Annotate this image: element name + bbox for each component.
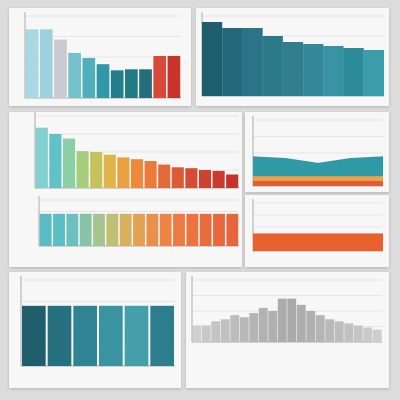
chart-panel-1: [9, 8, 191, 106]
chart3-bar-7: [117, 157, 130, 188]
chart4-bar-1: [39, 213, 52, 246]
chart4-bar-5: [93, 213, 105, 246]
bar-chart-7: [191, 276, 382, 343]
chart4-bar-9: [146, 213, 159, 246]
chart4-bar-4: [79, 213, 92, 246]
chart7-bar-2: [47, 305, 72, 366]
chart1-bar-1: [25, 29, 39, 99]
chart-panel-4: [245, 112, 389, 192]
chart3-bar-8: [130, 159, 144, 188]
chart8-bar-17: [344, 323, 354, 342]
chart4-bar-6: [106, 213, 119, 246]
chart2-bar-9: [363, 50, 384, 96]
chart4-bar-2: [53, 213, 65, 246]
chart4-bar-8: [133, 213, 145, 246]
chart3-bar-13: [198, 170, 212, 188]
chart8-bar-2: [201, 325, 211, 342]
chart2-bar-5: [282, 42, 304, 96]
chart1-bar-10: [153, 55, 167, 98]
chart8-bar-16: [334, 321, 344, 342]
chart1-bar-2: [39, 29, 53, 99]
chart3-bar-9: [144, 161, 157, 188]
chart7-bar-4: [99, 305, 123, 366]
chart3-bar-6: [103, 154, 116, 188]
chart8-bar-18: [353, 325, 363, 342]
chart8-bar-3: [211, 321, 221, 342]
bar-chart-3: [34, 112, 239, 189]
area-chart-1: [252, 116, 383, 187]
chart4-bar-7: [119, 213, 132, 246]
chart4-bar-13: [199, 213, 212, 246]
chart1-bar-6: [96, 64, 110, 98]
chart8-bar-7: [249, 313, 259, 342]
chart3-bar-10: [158, 164, 171, 188]
chart2-bar-4: [262, 36, 283, 96]
chart2-bar-2: [222, 28, 243, 96]
chart7-bar-5: [124, 305, 149, 366]
chart4-bar-12: [186, 213, 199, 246]
chart-panel-6: [9, 272, 181, 388]
chart3-bar-4: [76, 151, 89, 188]
chart1-bar-9: [139, 69, 152, 98]
chart3-bar-12: [185, 168, 198, 188]
chart3-bar-5: [90, 152, 103, 188]
chart8-bar-20: [372, 329, 382, 342]
chart2-bar-7: [323, 46, 344, 96]
chart3-bar-1: [35, 127, 48, 188]
chart2-bar-6: [303, 44, 324, 96]
chart2-bar-3: [242, 28, 263, 96]
chart7-bar-6: [150, 305, 174, 366]
chart1-bar-3: [54, 39, 67, 98]
chart-panel-7: [186, 272, 389, 388]
chart-panel-5: [245, 195, 389, 267]
chart4-bar-10: [159, 213, 172, 246]
chart3-bar-15: [226, 174, 239, 188]
chart1-bar-7: [110, 70, 124, 98]
chart1-bar-4: [68, 52, 81, 98]
chart4-bar-15: [226, 213, 239, 246]
chart4-bar-3: [66, 213, 79, 246]
chart8-bar-1: [192, 325, 202, 342]
chart7-bar-3: [73, 305, 97, 366]
chart2-bar-1: [202, 22, 223, 96]
area-series-3: [253, 181, 383, 186]
chart8-bar-6: [239, 317, 249, 342]
chart8-bar-4: [220, 319, 230, 342]
bar-chart-6: [20, 276, 175, 367]
chart8-bar-14: [315, 315, 325, 342]
bar-chart-4: [38, 196, 239, 247]
chart8-bar-13: [306, 311, 316, 342]
chart3-bar-14: [212, 170, 225, 188]
chart3-bar-11: [171, 167, 184, 188]
chart-panel-3: [9, 112, 242, 267]
chart1-bar-8: [125, 69, 138, 98]
chart1-bar-5: [82, 58, 96, 98]
chart7-bar-1: [22, 305, 46, 366]
bar-chart-2: [201, 12, 384, 97]
chart8-bar-19: [363, 327, 373, 342]
chart4-bar-11: [173, 213, 185, 246]
chart6-bar-1: [253, 233, 383, 251]
bar-chart-1: [24, 12, 181, 99]
chart8-bar-11: [287, 298, 297, 342]
chart8-bar-10: [277, 298, 287, 342]
chart-panel-2: [196, 8, 389, 106]
chart8-bar-12: [296, 304, 306, 342]
chart2-bar-8: [343, 48, 364, 96]
chart3-bar-3: [62, 138, 76, 188]
chart8-bar-15: [325, 319, 335, 342]
chart3-bar-2: [49, 134, 62, 188]
chart8-bar-9: [268, 311, 278, 342]
chart1-bar-11: [167, 55, 181, 98]
chart4-bar-14: [213, 213, 225, 246]
chart8-bar-5: [230, 315, 240, 342]
bar-chart-5: [252, 199, 383, 252]
chart8-bar-8: [258, 307, 268, 342]
